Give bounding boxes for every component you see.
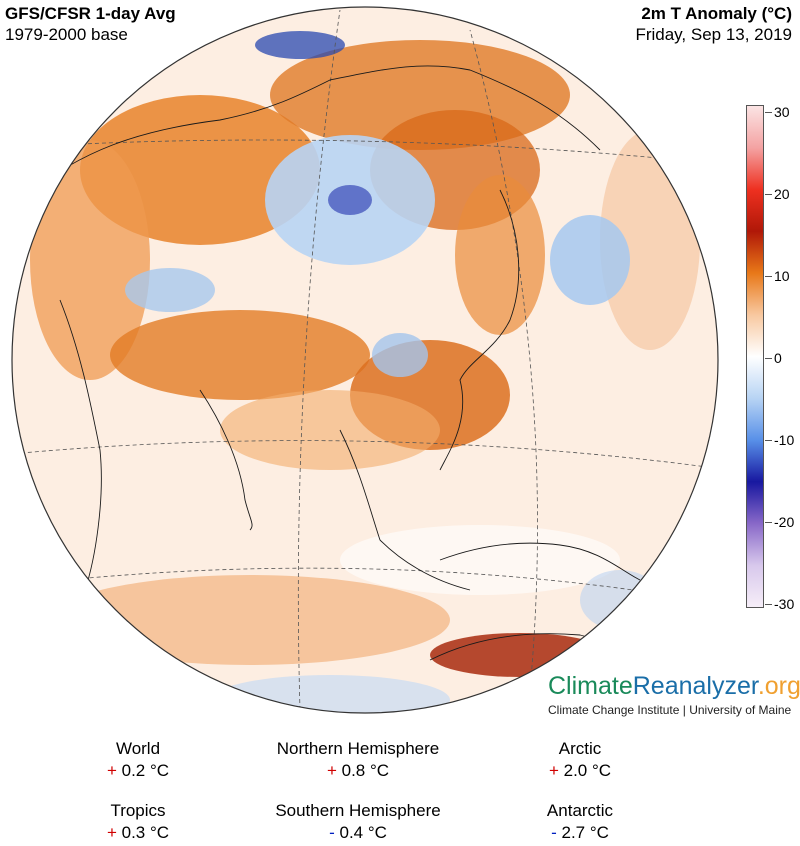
stat-value: 2.7 °C xyxy=(561,823,609,842)
colorbar-tick-label: 0 xyxy=(774,350,782,366)
stat-label: World xyxy=(115,739,161,758)
map-title: GFS/CFSR 1-day Avg xyxy=(5,4,176,23)
stat-value: 0.4 °C xyxy=(339,823,387,842)
stat-tropics: Tropics + 0.3 °C xyxy=(18,800,258,844)
colorbar-tick-mark xyxy=(765,522,772,523)
stat-sign: - xyxy=(329,823,335,842)
colorbar-tick-mark xyxy=(765,440,772,441)
stat-arctic: Arctic + 2.0 °C xyxy=(460,738,700,782)
stat-value: 2.0 °C xyxy=(563,761,612,780)
colorbar-tick-mark xyxy=(765,276,772,277)
date-label: Friday, Sep 13, 2019 xyxy=(635,25,792,44)
colorbar-tick-label: 10 xyxy=(774,268,790,284)
variable-title: 2m T Anomaly (°C) xyxy=(641,4,792,23)
brand-part-reanalyzer: Reanalyzer xyxy=(632,672,758,700)
colorbar-tick-mark xyxy=(765,358,772,359)
stat-sign: + xyxy=(326,761,337,780)
stat-northern-hemisphere: Northern Hemisphere + 0.8 °C xyxy=(238,738,478,782)
stat-value: 0.3 °C xyxy=(121,823,170,842)
stat-sign: - xyxy=(551,823,557,842)
stat-sign: + xyxy=(548,761,559,780)
map-subtitle: 1979-2000 base xyxy=(5,25,128,44)
brand-part-climate: Climate xyxy=(548,672,633,700)
colorbar-tick-label: -30 xyxy=(774,596,795,612)
colorbar-tick-mark xyxy=(765,194,772,195)
stat-antarctic: Antarctic - 2.7 °C xyxy=(460,800,700,844)
colorbar-tick-label: 30 xyxy=(774,104,790,120)
stat-world: World + 0.2 °C xyxy=(18,738,258,782)
colorbar-tick-mark xyxy=(765,112,772,113)
colorbar-tick-label: -10 xyxy=(774,432,795,448)
brand-logo[interactable]: ClimateReanalyzer.org xyxy=(548,672,800,700)
brand-subtitle: Climate Change Institute | University of… xyxy=(548,703,792,717)
stat-southern-hemisphere: Southern Hemisphere - 0.4 °C xyxy=(238,800,478,844)
colorbar xyxy=(746,105,764,608)
stat-label: Tropics xyxy=(110,801,166,820)
colorbar-tick-label: -20 xyxy=(774,514,795,530)
stat-label: Antarctic xyxy=(546,801,614,820)
colorbar-tick-mark xyxy=(765,604,772,605)
stat-label: Arctic xyxy=(558,739,602,758)
globe-outline xyxy=(11,6,719,714)
stat-label: Southern Hemisphere xyxy=(275,801,441,820)
colorbar-tick-label: 20 xyxy=(774,186,790,202)
stat-value: 0.8 °C xyxy=(341,761,390,780)
stat-label: Northern Hemisphere xyxy=(276,739,440,758)
stat-sign: + xyxy=(106,761,117,780)
stat-sign: + xyxy=(106,823,117,842)
brand-part-org: .org xyxy=(757,672,800,700)
stat-value: 0.2 °C xyxy=(121,761,170,780)
